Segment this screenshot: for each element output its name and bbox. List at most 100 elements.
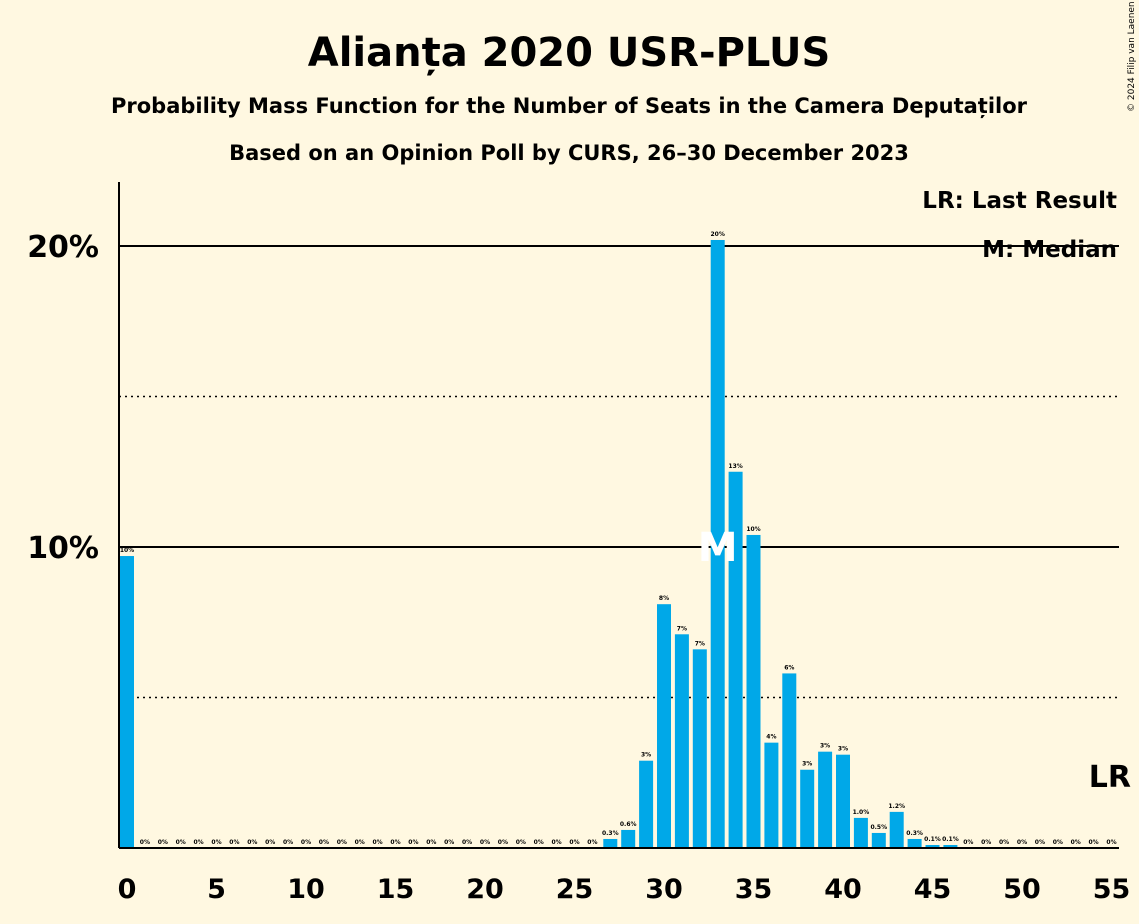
bar — [800, 769, 815, 848]
bar — [692, 649, 707, 848]
bar — [746, 534, 761, 848]
data-label: 0% — [963, 839, 973, 846]
data-label: 3% — [820, 743, 830, 750]
y-tick-label: 10% — [27, 531, 99, 566]
bar — [925, 844, 940, 848]
bars — [120, 239, 958, 849]
data-label: 0% — [516, 839, 526, 846]
x-tick-label: 15 — [377, 874, 415, 905]
bar — [657, 604, 671, 848]
x-tick-label: 30 — [645, 874, 683, 905]
x-ticks: 0 5 10 15 20 25 30 35 40 45 50 55 — [118, 874, 1131, 905]
data-label: 0% — [1017, 839, 1027, 846]
data-label: 0% — [390, 839, 400, 846]
bar — [907, 838, 922, 848]
bar — [943, 844, 958, 848]
legend-last-result: LR: Last Result — [922, 188, 1117, 214]
median-marker: M — [698, 525, 738, 571]
y-ticks: 10% 20% — [27, 230, 99, 566]
data-label: 0% — [552, 839, 562, 846]
data-label: 0% — [229, 839, 239, 846]
data-label: 0.5% — [870, 824, 887, 831]
data-label: 13% — [728, 463, 742, 470]
data-label: 0% — [1071, 839, 1081, 846]
data-label: 3% — [802, 761, 812, 768]
data-label: 0% — [176, 839, 186, 846]
bar — [818, 751, 833, 848]
data-label: 3% — [641, 752, 651, 759]
data-label: 1.2% — [888, 803, 905, 810]
data-label: 0% — [1053, 839, 1063, 846]
data-label: 3% — [838, 746, 848, 753]
data-label: 0% — [462, 839, 472, 846]
data-label: 0% — [373, 839, 383, 846]
bar — [639, 760, 654, 848]
data-label: 4% — [766, 734, 776, 741]
data-label: 6% — [784, 664, 794, 671]
data-label: 0.3% — [602, 830, 619, 837]
data-label: 10% — [120, 547, 134, 554]
data-label: 0.1% — [942, 836, 959, 843]
x-tick-label: 0 — [118, 874, 137, 905]
data-label: 0% — [211, 839, 221, 846]
bar — [764, 742, 779, 848]
chart-title: Alianța 2020 USR-PLUS — [308, 30, 831, 76]
chart-subtitle-2: Based on an Opinion Poll by CURS, 26–30 … — [229, 141, 909, 165]
data-label: 0% — [444, 839, 454, 846]
data-label: 8% — [659, 595, 669, 602]
bar — [120, 556, 134, 848]
bar — [889, 811, 904, 848]
data-label: 0% — [480, 839, 490, 846]
x-tick-label: 55 — [1093, 874, 1131, 905]
x-tick-label: 45 — [914, 874, 952, 905]
data-label: 0% — [319, 839, 329, 846]
data-label: 7% — [695, 640, 705, 647]
x-tick-label: 5 — [207, 874, 226, 905]
data-label: 0% — [426, 839, 436, 846]
data-label: 0% — [498, 839, 508, 846]
x-tick-label: 20 — [466, 874, 504, 905]
bar — [710, 239, 725, 849]
data-label: 0% — [999, 839, 1009, 846]
x-tick-label: 50 — [1003, 874, 1041, 905]
data-label: 0% — [265, 839, 275, 846]
bar — [728, 471, 743, 848]
data-label: 20% — [711, 231, 725, 238]
bar — [782, 673, 797, 848]
data-label: 0% — [587, 839, 597, 846]
data-label: 0% — [534, 839, 544, 846]
data-label: 0.6% — [620, 821, 637, 828]
bar — [836, 754, 850, 848]
data-label: 0% — [1089, 839, 1099, 846]
data-label: 0% — [1035, 839, 1045, 846]
data-label: 10% — [746, 526, 760, 533]
x-tick-label: 25 — [556, 874, 594, 905]
data-label: 0% — [355, 839, 365, 846]
bar — [853, 817, 868, 848]
data-label: 7% — [677, 625, 687, 632]
data-label: 0% — [247, 839, 257, 846]
data-label: 0% — [194, 839, 204, 846]
y-tick-label: 20% — [27, 230, 99, 265]
legend-median: M: Median — [982, 237, 1117, 263]
data-label: 0.3% — [906, 830, 923, 837]
x-tick-label: 35 — [735, 874, 773, 905]
data-label: 0% — [981, 839, 991, 846]
bar — [674, 634, 689, 848]
bar — [603, 838, 618, 848]
data-label: 0% — [283, 839, 293, 846]
data-label: 0% — [301, 839, 311, 846]
data-label: 0% — [337, 839, 347, 846]
copyright: © 2024 Filip van Laenen — [1127, 1, 1137, 112]
data-labels: 10% 0% 0% 0% 0% 0% 0% 0% 0% 0% 0% 0% 0% 0% 0% 0% 0% 0% 0% 0… — [120, 231, 1117, 846]
bar — [621, 829, 636, 848]
data-label: 0% — [140, 839, 150, 846]
x-tick-label: 10 — [287, 874, 325, 905]
data-label: 0% — [158, 839, 168, 846]
chart-subtitle-1: Probability Mass Function for the Number… — [111, 94, 1028, 119]
last-result-marker: LR — [1089, 760, 1131, 795]
x-tick-label: 40 — [824, 874, 862, 905]
bar — [871, 832, 886, 848]
data-label: 0.1% — [924, 836, 941, 843]
